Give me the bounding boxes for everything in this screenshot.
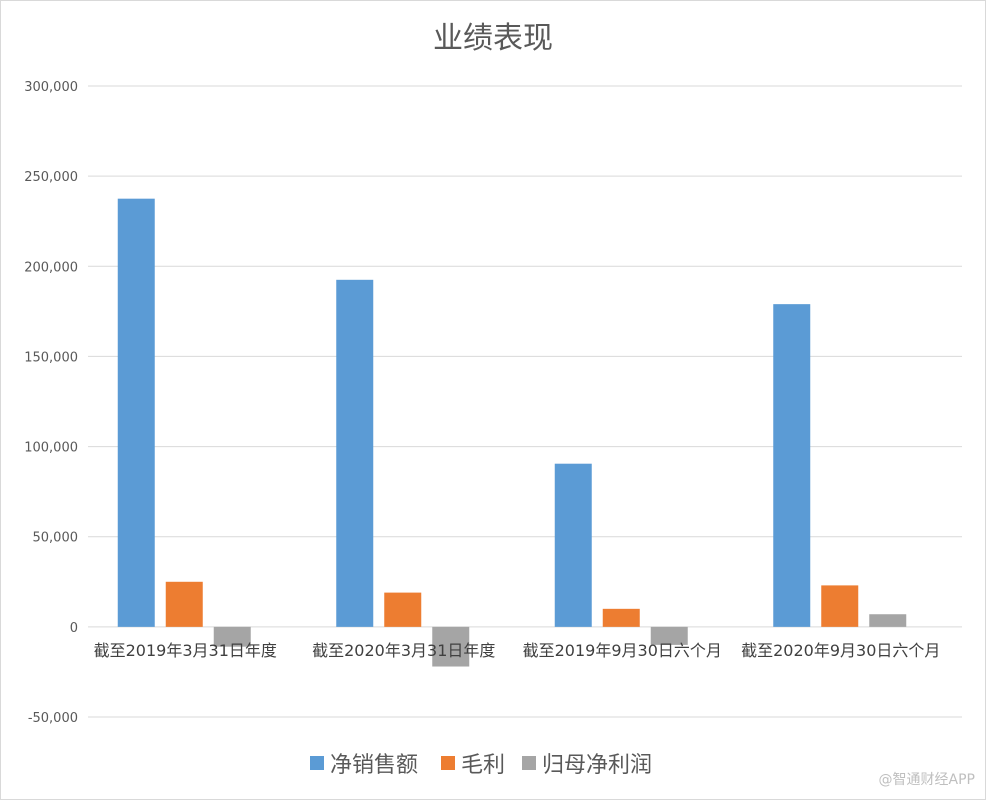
y-tick-label: 100,000 — [24, 441, 78, 456]
y-tick-label: 250,000 — [24, 170, 78, 185]
y-tick-label: 200,000 — [24, 260, 78, 275]
bar — [602, 608, 640, 627]
legend-label: 毛利 — [461, 753, 505, 778]
bar — [384, 592, 422, 627]
y-tick-label: 150,000 — [24, 350, 78, 365]
bar — [821, 585, 859, 627]
y-tick-label: 0 — [70, 621, 78, 636]
chart-title: 业绩表现 — [433, 21, 553, 56]
y-tick-label: -50,000 — [28, 711, 78, 726]
bar — [554, 463, 592, 627]
x-tick-label: 截至2020年9月30日六个月 — [741, 641, 940, 660]
legend-swatch — [441, 756, 455, 770]
x-tick-label: 截至2019年3月31日年度 — [94, 641, 277, 660]
bar — [336, 279, 374, 627]
bar — [869, 614, 907, 627]
legend-swatch — [310, 756, 324, 770]
legend-swatch — [522, 756, 536, 770]
legend-label: 归母净利润 — [542, 753, 652, 778]
bar — [165, 581, 203, 627]
bar — [213, 626, 251, 647]
x-tick-label: 截至2020年3月31日年度 — [312, 641, 495, 660]
bar — [117, 198, 155, 627]
x-tick-label: 截至2019年9月30日六个月 — [523, 641, 722, 660]
legend-label: 净销售额 — [330, 753, 418, 778]
y-tick-label: 50,000 — [33, 531, 79, 546]
watermark-text: @智通财经APP — [879, 772, 975, 788]
y-tick-label: 300,000 — [24, 80, 78, 95]
bar — [432, 626, 470, 667]
bar — [650, 626, 688, 645]
bar — [773, 304, 811, 627]
